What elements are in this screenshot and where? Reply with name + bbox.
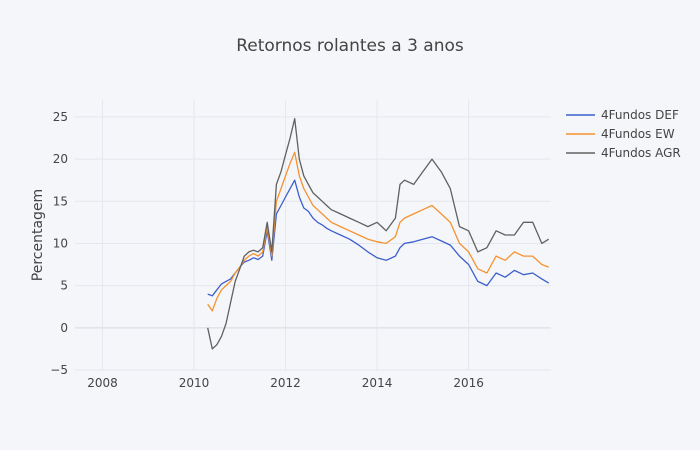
x-axis-ticks: 2008 2010 2012 2014 2016 <box>87 376 484 390</box>
legend-label: 4Fundos DEF <box>601 108 679 122</box>
x-tick-label: 2014 <box>362 376 393 390</box>
series-line-4fundos-def[interactable] <box>207 179 550 297</box>
chart-title: Retornos rolantes a 3 anos <box>236 36 464 56</box>
gridlines <box>75 100 551 371</box>
legend-item[interactable]: 4Fundos AGR <box>566 146 681 160</box>
y-axis-title: Percentagem <box>30 189 46 281</box>
y-tick-label: 20 <box>53 152 68 166</box>
legend-item[interactable]: 4Fundos DEF <box>566 108 679 122</box>
x-tick-label: 2016 <box>453 376 484 390</box>
legend[interactable]: 4Fundos DEF 4Fundos EW 4Fundos AGR <box>566 108 681 160</box>
x-tick-label: 2010 <box>179 376 210 390</box>
series-layer <box>207 117 550 350</box>
x-tick-label: 2012 <box>270 376 301 390</box>
series-line-4fundos-ew[interactable] <box>207 151 549 312</box>
y-tick-label: 15 <box>53 194 68 208</box>
y-axis-ticks: −5 0 5 10 15 20 25 <box>50 110 68 377</box>
legend-label: 4Fundos EW <box>601 127 675 141</box>
series-line-4fundos-agr[interactable] <box>207 117 550 350</box>
legend-label: 4Fundos AGR <box>601 146 681 160</box>
y-tick-label: 0 <box>60 321 68 335</box>
y-tick-label: 10 <box>53 236 68 250</box>
plot-background <box>75 100 551 370</box>
y-tick-label: −5 <box>50 363 68 377</box>
y-tick-label: 25 <box>53 110 68 124</box>
y-tick-label: 5 <box>60 279 68 293</box>
legend-item[interactable]: 4Fundos EW <box>566 127 675 141</box>
x-tick-label: 2008 <box>87 376 118 390</box>
